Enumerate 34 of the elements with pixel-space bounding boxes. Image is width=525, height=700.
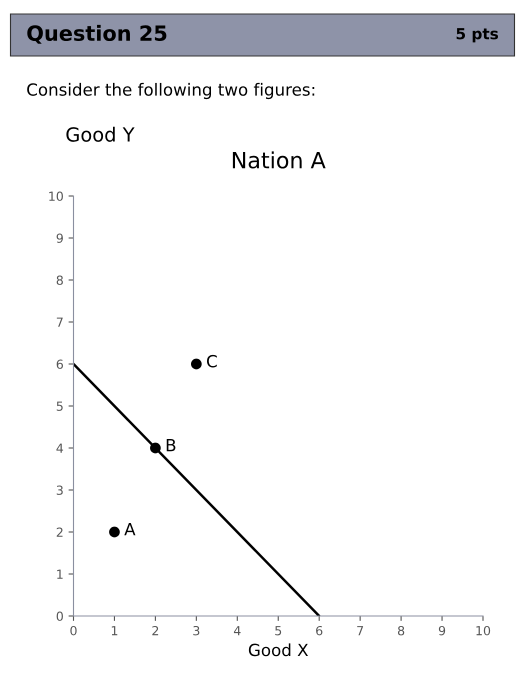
x-tick-label: 6 — [316, 626, 322, 636]
y-tick-label: 10 — [49, 191, 63, 201]
x-tick-label: 5 — [275, 626, 282, 636]
y-tick-label: 2 — [56, 527, 63, 537]
series-label: A — [124, 523, 136, 536]
y-tick-label: 6 — [56, 359, 63, 369]
text: 5 pts — [456, 28, 498, 42]
y-tick-label: 5 — [56, 402, 63, 411]
y-tick-label: 0 — [56, 611, 63, 621]
x-tick-label: 2 — [152, 626, 158, 636]
y-tick-label: 3 — [56, 485, 63, 495]
y-tick-label: 4 — [56, 444, 64, 453]
x-tick-label: 0 — [70, 626, 77, 636]
point — [190, 358, 202, 370]
y-tick-label: 7 — [56, 318, 63, 327]
series-label: B — [166, 439, 176, 452]
x-tick-label: 8 — [398, 626, 404, 636]
x-tick-label: 10 — [476, 626, 490, 636]
x-tick-label: 7 — [357, 626, 364, 636]
x-tick-label: 1 — [112, 626, 118, 636]
x-tick-label: 3 — [193, 626, 200, 636]
y-tick-label: 9 — [56, 233, 63, 243]
point — [150, 442, 161, 454]
y-axis-title: Good Y — [66, 126, 135, 142]
point — [109, 526, 120, 538]
text: Consider the following two figures: — [27, 82, 314, 100]
series-label: C — [207, 354, 217, 368]
x-tick-label: 4 — [234, 626, 241, 636]
text: Question 25 — [27, 24, 166, 44]
x-axis-title: Good X — [248, 643, 308, 656]
chart-title: Nation A — [232, 151, 326, 169]
x-tick-label: 9 — [438, 626, 446, 636]
y-tick-label: 1 — [57, 570, 63, 579]
y-tick-label: 8 — [56, 275, 63, 285]
